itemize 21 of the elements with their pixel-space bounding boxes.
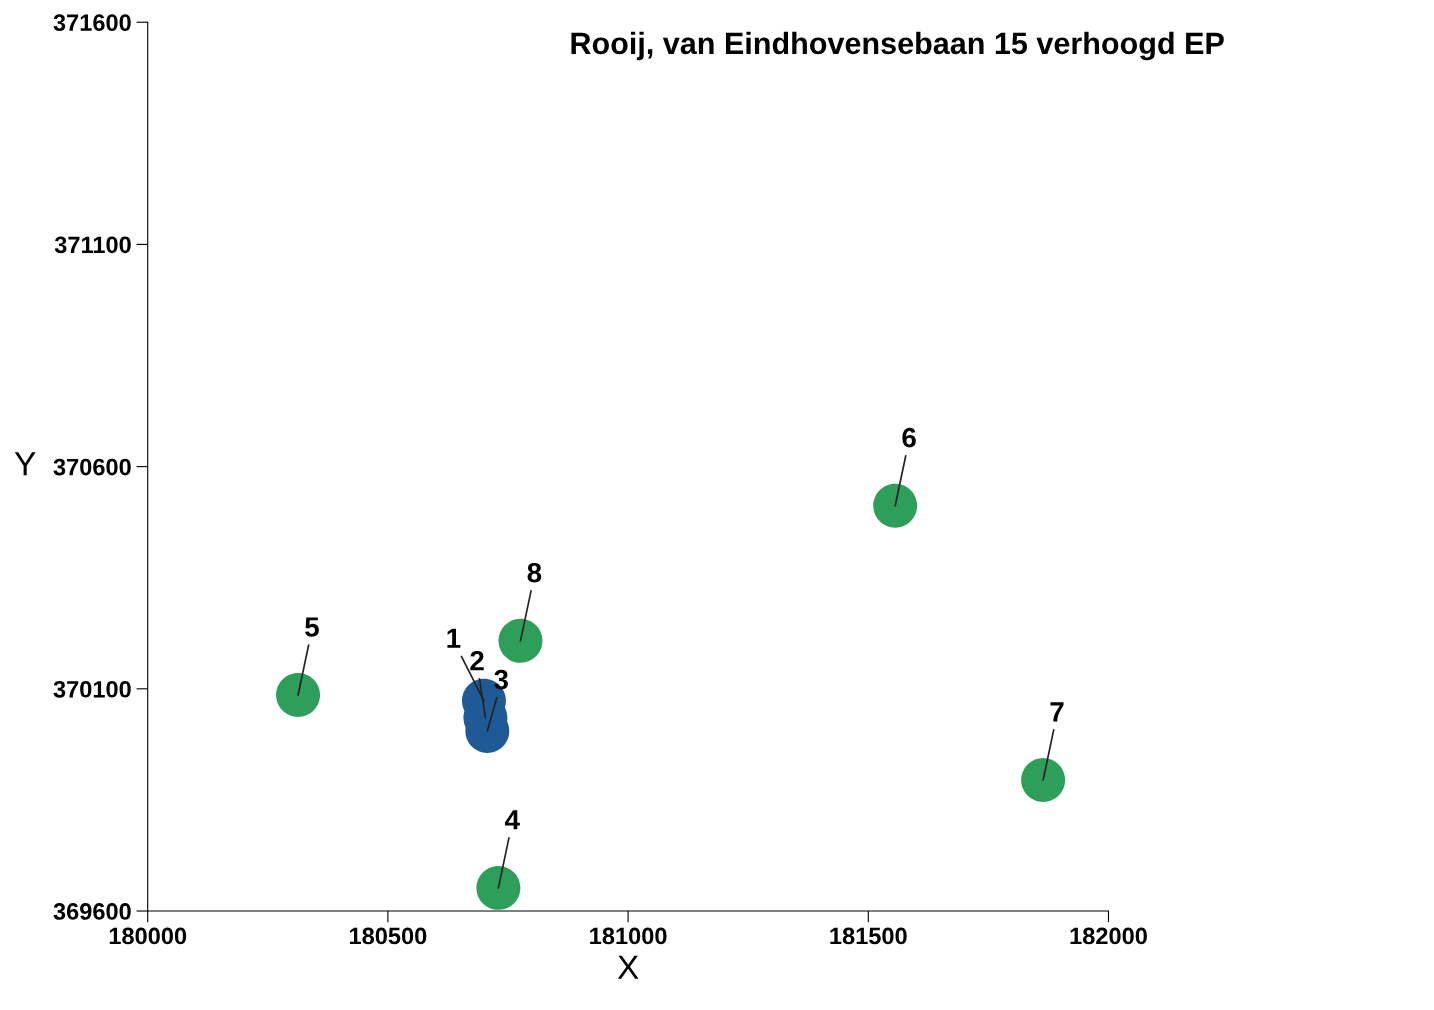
x-tick-label: 180500 bbox=[349, 927, 427, 945]
y-axis-title: Y bbox=[14, 452, 36, 476]
y-tick-label: 370600 bbox=[53, 458, 131, 476]
x-tick-label: 181000 bbox=[590, 927, 667, 945]
y-tick-label: 369600 bbox=[53, 903, 131, 920]
x-tick-label: 182000 bbox=[1070, 927, 1147, 945]
annotation: 7 bbox=[1050, 702, 1064, 722]
annotation: 6 bbox=[902, 427, 916, 448]
x-tick-label: 181500 bbox=[830, 927, 907, 945]
annotation: 3 bbox=[494, 669, 508, 690]
x-axis-title: X bbox=[617, 955, 639, 979]
y-tick-label: 370100 bbox=[53, 680, 131, 698]
y-tick-label: 371100 bbox=[54, 236, 131, 254]
chart-title: Rooij, van Eindhovensebaan 15 verhoogd EP bbox=[571, 31, 1224, 61]
annotation: 5 bbox=[305, 617, 319, 637]
annotation: 2 bbox=[470, 650, 484, 671]
annotation: 4 bbox=[504, 810, 520, 830]
x-tick-label: 180000 bbox=[109, 927, 187, 945]
y-tick-label: 371600 bbox=[53, 14, 131, 32]
annotation: 1 bbox=[447, 628, 461, 648]
annotation: 8 bbox=[527, 562, 542, 583]
